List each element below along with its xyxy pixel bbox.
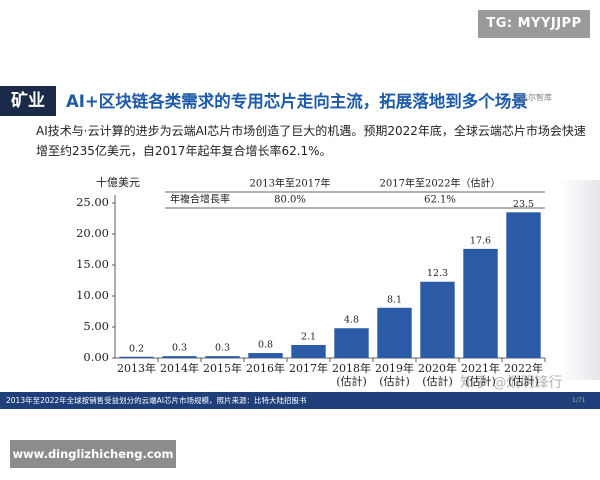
x-tick-label: 2021年 (估計) — [461, 362, 500, 388]
table-cell: 62.1% — [424, 195, 456, 206]
table-row-label: 年複合增長率 — [170, 193, 230, 206]
bar — [506, 212, 541, 358]
value-label: 2.1 — [301, 331, 316, 342]
value-label: 4.8 — [344, 315, 359, 326]
y-tick-label: 10.00 — [76, 288, 109, 302]
value-label: 0.2 — [129, 343, 144, 354]
value-label: 0.3 — [215, 343, 230, 354]
x-tick-label: 2018年 (估計) — [332, 362, 371, 388]
bar — [334, 328, 369, 358]
slide-title: AI+区块链各类需求的专用芯片走向主流，拓展落地到多个场景 — [66, 92, 528, 111]
x-tick-label: 2019年 (估計) — [375, 362, 414, 388]
bar — [205, 356, 240, 358]
y-tick-label: 0.00 — [83, 350, 109, 364]
y-tick-label: 25.00 — [76, 195, 109, 209]
watermark: 知乎 @炯明锋行 — [460, 375, 563, 391]
x-tick-label: 2015年 — [203, 362, 242, 375]
table-cell: 80.0% — [274, 195, 306, 206]
x-tick-label: 2014年 — [160, 362, 199, 375]
bar — [463, 248, 498, 358]
website: www.dinglizhicheng.com — [10, 440, 176, 468]
bar — [119, 356, 154, 358]
y-tick-label: 15.00 — [76, 257, 109, 271]
paragraph: AI技术与·云计算的进步为云端AI芯片市场创造了巨大的机遇。预期2022年底，全… — [36, 124, 586, 158]
bar — [248, 353, 283, 358]
x-tick-label: 2013年 — [117, 362, 156, 375]
value-label: 0.3 — [172, 343, 187, 354]
x-tick-label: 2020年 (估計) — [418, 362, 457, 388]
y-tick-label: 5.00 — [83, 319, 109, 333]
tag: TG: MYYJJPP — [478, 10, 590, 38]
bar — [162, 356, 197, 358]
section-label: 矿业 — [0, 86, 56, 116]
y-axis-label: 十億美元 — [96, 175, 140, 189]
bar — [377, 307, 412, 358]
bar — [291, 344, 326, 358]
page-number: 1/71 — [572, 397, 586, 404]
table-header: 2017年至2022年（估計） — [380, 177, 501, 190]
slide-edge — [560, 180, 600, 380]
value-label: 8.1 — [387, 294, 402, 305]
footer: 2013年至2022年全球按销售受益划分的云端AI芯片市场规模，照片来源：比特大… — [0, 392, 600, 409]
y-tick-label: 20.00 — [76, 226, 109, 240]
value-label: 0.8 — [258, 340, 273, 351]
x-tick-label: 2016年 — [246, 362, 285, 375]
table-header: 2013年至2017年 — [250, 177, 331, 190]
value-label: 12.3 — [427, 268, 448, 279]
bar — [420, 281, 455, 358]
x-tick-label: 2022年 (估計) — [504, 362, 543, 388]
value-label: 23.5 — [513, 199, 534, 210]
value-label: 17.6 — [470, 235, 491, 246]
x-tick-label: 2017年 — [289, 362, 328, 375]
logo: 达尔智库 — [520, 93, 552, 102]
